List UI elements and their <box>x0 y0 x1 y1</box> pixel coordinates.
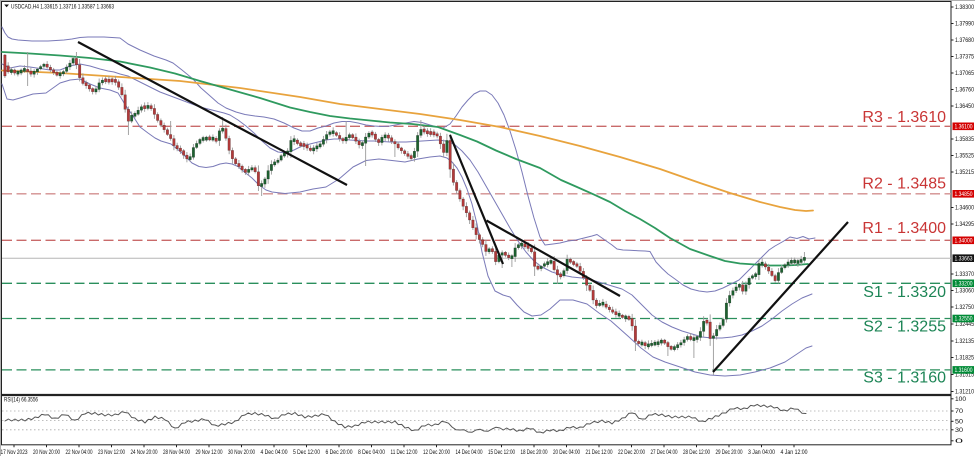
svg-text:1.38300: 1.38300 <box>955 4 974 11</box>
svg-text:8 Dec 04:00: 8 Dec 04:00 <box>358 449 385 456</box>
svg-text:20 Dec 04:00: 20 Dec 04:00 <box>553 449 580 456</box>
svg-text:28 Nov 04:00: 28 Nov 04:00 <box>163 449 190 456</box>
svg-text:17 Nov 2023: 17 Nov 2023 <box>1 449 28 456</box>
svg-text:23 Nov 12:00: 23 Nov 12:00 <box>98 449 125 456</box>
svg-text:11 Dec 12:00: 11 Dec 12:00 <box>391 449 418 456</box>
svg-text:1.34000: 1.34000 <box>955 239 974 245</box>
svg-text:1.34600: 1.34600 <box>955 205 974 212</box>
svg-text:S1 - 1.3320: S1 - 1.3320 <box>863 284 946 301</box>
svg-text:22 Nov 04:00: 22 Nov 04:00 <box>66 449 93 456</box>
svg-text:1.35835: 1.35835 <box>955 136 974 143</box>
svg-text:4 Jan 12:00: 4 Jan 12:00 <box>781 449 808 456</box>
svg-text:30: 30 <box>955 427 964 434</box>
svg-text:30 Nov 20:00: 30 Nov 20:00 <box>228 449 255 456</box>
svg-text:1.32750: 1.32750 <box>955 304 974 311</box>
svg-text:50: 50 <box>955 419 964 426</box>
svg-text:18 Dec 20:00: 18 Dec 20:00 <box>521 449 548 456</box>
svg-text:1.33370: 1.33370 <box>955 271 974 278</box>
svg-text:15 Dec 12:00: 15 Dec 12:00 <box>488 449 515 456</box>
svg-text:1.34850: 1.34850 <box>955 192 974 198</box>
svg-text:S2 - 1.3255: S2 - 1.3255 <box>863 319 946 336</box>
svg-text:1.31210: 1.31210 <box>955 389 974 396</box>
svg-text:1.32445: 1.32445 <box>955 321 974 328</box>
svg-text:29 Dec 20:00: 29 Dec 20:00 <box>716 449 743 456</box>
svg-text:1.31600: 1.31600 <box>955 368 974 374</box>
svg-text:1.33200: 1.33200 <box>955 282 974 288</box>
svg-text:S3 - 1.3160: S3 - 1.3160 <box>863 369 946 386</box>
svg-text:21 Dec 12:00: 21 Dec 12:00 <box>586 449 613 456</box>
svg-text:1.33663: 1.33663 <box>955 256 974 262</box>
svg-text:RSI(14) 66.3556: RSI(14) 66.3556 <box>4 397 38 404</box>
svg-text:1.37680: 1.37680 <box>955 37 974 44</box>
svg-text:5 Dec 12:00: 5 Dec 12:00 <box>293 449 320 456</box>
svg-text:14 Dec 04:00: 14 Dec 04:00 <box>456 449 483 456</box>
svg-text:3 Jan 04:00: 3 Jan 04:00 <box>748 449 775 456</box>
svg-text:0: 0 <box>955 438 964 445</box>
svg-text:USDCAD,H4 1.33615 1.33716 1.33: USDCAD,H4 1.33615 1.33716 1.33587 1.3366… <box>11 3 114 10</box>
svg-text:20 Nov 20:00: 20 Nov 20:00 <box>33 449 60 456</box>
svg-text:6 Dec 20:00: 6 Dec 20:00 <box>326 449 353 456</box>
svg-text:1.36760: 1.36760 <box>955 87 974 94</box>
svg-text:12 Dec 20:00: 12 Dec 20:00 <box>423 449 450 456</box>
svg-text:R2 - 1.3485: R2 - 1.3485 <box>862 175 946 192</box>
svg-text:70: 70 <box>955 408 964 415</box>
svg-text:1.35525: 1.35525 <box>955 153 974 160</box>
svg-text:1.37375: 1.37375 <box>955 54 974 61</box>
svg-text:1.34295: 1.34295 <box>955 221 974 228</box>
svg-text:R3 - 1.3610: R3 - 1.3610 <box>862 109 946 126</box>
svg-text:27 Dec 04:00: 27 Dec 04:00 <box>651 449 678 456</box>
svg-text:1.32550: 1.32550 <box>955 317 974 323</box>
svg-text:1.31825: 1.31825 <box>955 355 974 362</box>
svg-text:1.32135: 1.32135 <box>955 338 974 345</box>
svg-text:22 Dec 20:00: 22 Dec 20:00 <box>618 449 645 456</box>
svg-text:1.31515: 1.31515 <box>955 372 974 379</box>
svg-text:1.36450: 1.36450 <box>955 103 974 110</box>
svg-text:R1 - 1.3400: R1 - 1.3400 <box>862 220 946 237</box>
svg-text:1.35215: 1.35215 <box>955 169 974 176</box>
svg-text:29 Nov 12:00: 29 Nov 12:00 <box>196 449 223 456</box>
svg-text:1.37065: 1.37065 <box>955 70 974 77</box>
svg-text:28 Dec 12:00: 28 Dec 12:00 <box>683 449 710 456</box>
svg-text:24 Nov 20:00: 24 Nov 20:00 <box>131 449 158 456</box>
svg-text:4 Dec 04:00: 4 Dec 04:00 <box>261 449 288 456</box>
svg-text:1.36100: 1.36100 <box>955 125 974 131</box>
svg-text:1.37990: 1.37990 <box>955 21 974 28</box>
svg-text:100: 100 <box>955 396 966 403</box>
svg-text:1.33060: 1.33060 <box>955 288 974 295</box>
